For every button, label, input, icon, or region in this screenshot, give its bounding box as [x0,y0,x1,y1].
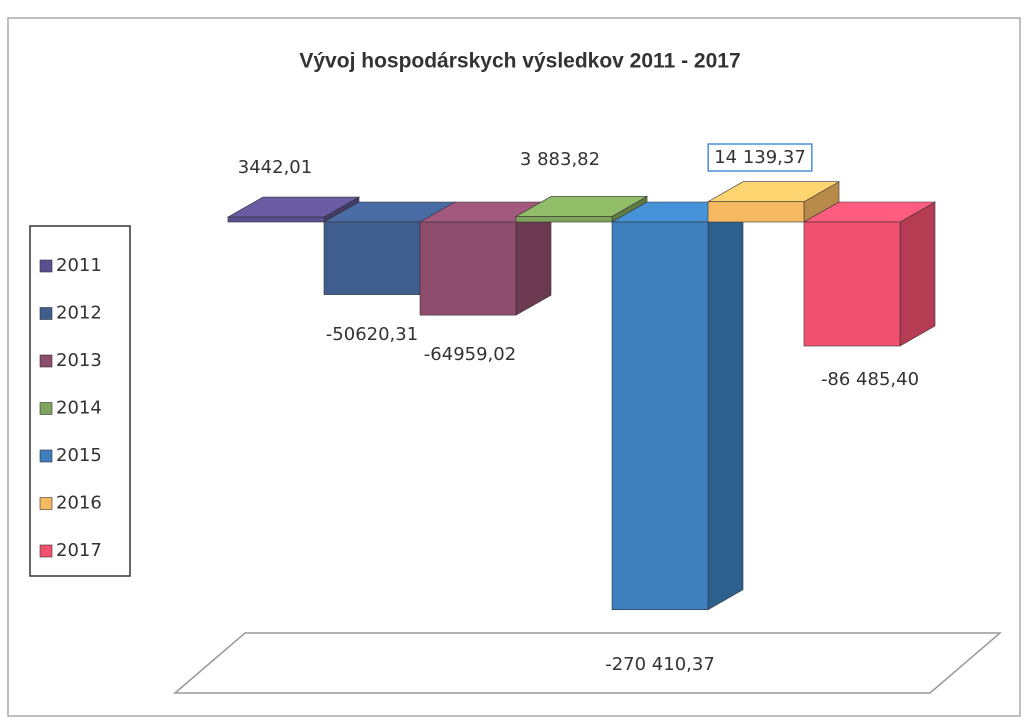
bar [611,221,709,611]
legend-swatch [39,497,53,510]
legend-label: 2013 [56,350,102,371]
legend-swatch [39,259,53,273]
value-label: 14 139,37 [714,147,806,168]
legend-label: 2016 [56,493,102,514]
chart-border [7,17,1021,717]
bar-side [707,201,744,611]
floor [172,632,1003,694]
value-label: -86 485,40 [821,369,919,390]
legend-label: 2015 [56,445,102,466]
legend-label: 2017 [56,540,102,561]
legend-label: 2011 [56,255,102,276]
bar [515,216,613,223]
legend-swatch [39,307,53,320]
bar-side [899,201,936,347]
legend-swatch [39,354,53,368]
value-label: -270 410,37 [605,654,715,675]
chart-title: Vývoj hospodárskych výsledkov 2011 - 201… [299,50,740,73]
legend-label: 2012 [56,303,102,324]
legend-label: 2014 [56,398,102,419]
value-label: 3 883,82 [520,149,600,170]
bar [707,201,805,223]
legend [29,225,131,577]
label-box [707,143,813,172]
bar [227,216,325,223]
value-label: -64959,02 [424,344,516,365]
bar [323,221,421,295]
legend-swatch [39,544,53,558]
value-label: 3442,01 [238,157,312,178]
bar [419,221,517,316]
bar [803,221,901,347]
legend-swatch [39,402,53,415]
legend-swatch [39,449,53,463]
value-label: -50620,31 [326,324,418,345]
